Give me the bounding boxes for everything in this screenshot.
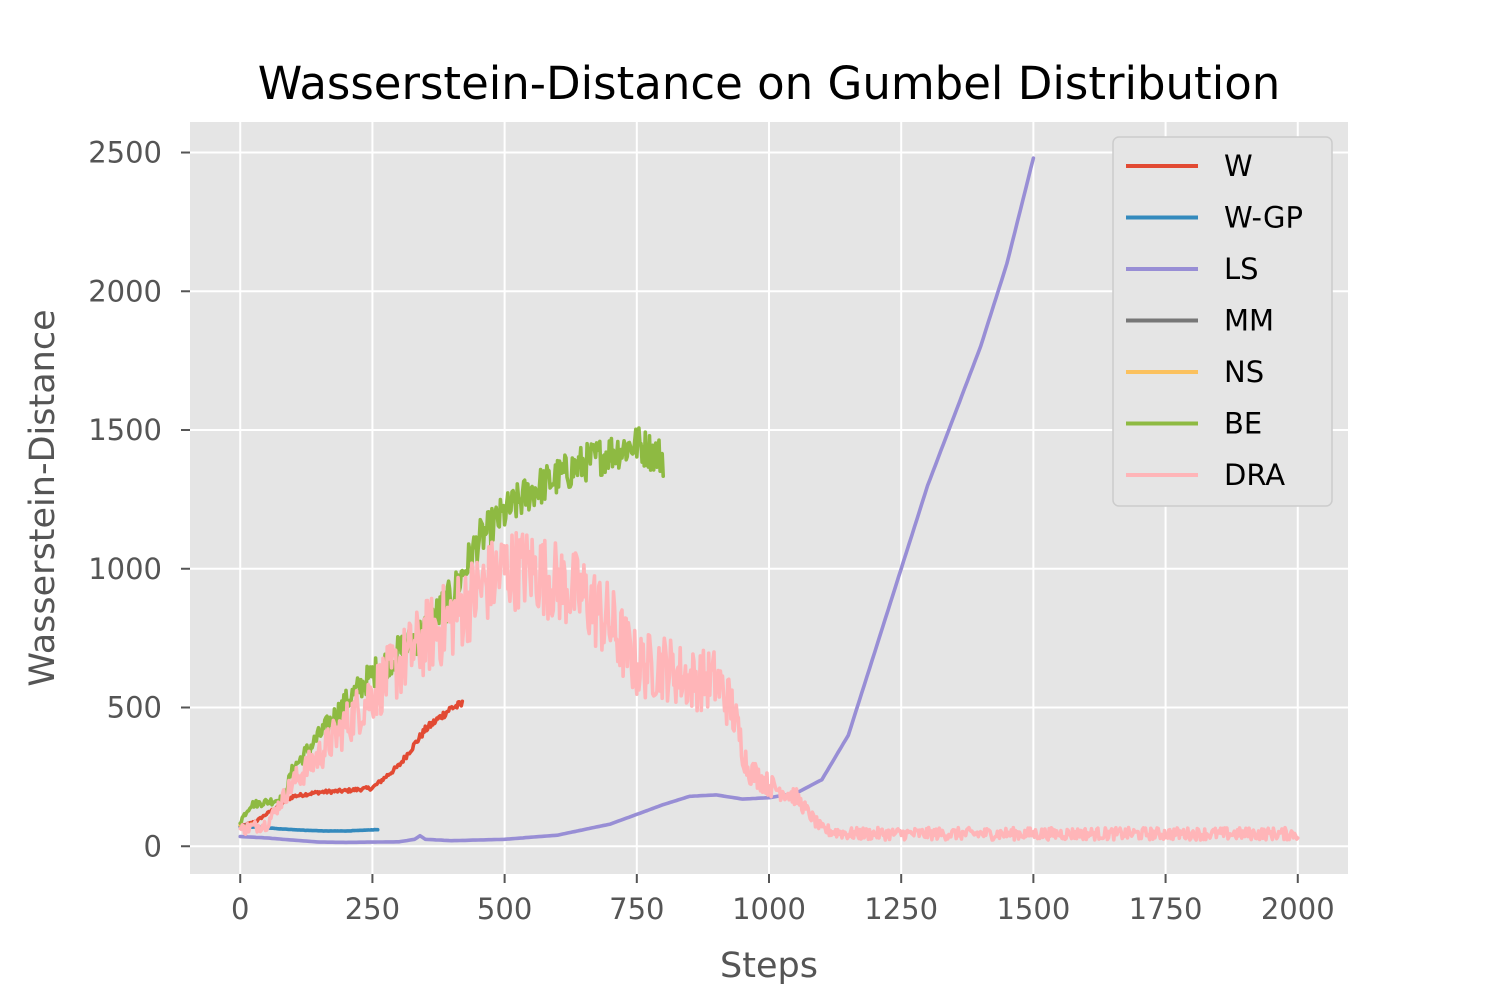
y-axis: 0 500 1000 1500 2000 2500: [88, 136, 190, 863]
legend-label-be: BE: [1224, 407, 1262, 441]
x-tick-label: 0: [231, 892, 249, 926]
y-axis-label: Wasserstein-Distance: [23, 309, 63, 686]
y-tick-label: 500: [107, 691, 162, 725]
legend-label-w: W: [1224, 149, 1253, 183]
x-tick-label: 2000: [1261, 892, 1335, 926]
x-tick-label: 1000: [732, 892, 806, 926]
series-line-dra: [238, 530, 1300, 842]
x-axis-label: Steps: [720, 946, 818, 986]
y-tick-label: 0: [144, 829, 162, 863]
legend-label-ls: LS: [1224, 252, 1259, 286]
x-tick-label: 1500: [996, 892, 1070, 926]
legend-label-mm: MM: [1224, 304, 1274, 338]
legend: W W-GP LS MM NS BE DRA: [1112, 136, 1333, 507]
y-tick-label: 1000: [88, 552, 162, 586]
chart-title: Wasserstein-Distance on Gumbel Distribut…: [258, 57, 1281, 110]
x-axis: 0 250 500 750 1000 1250 1500 1750 2000: [231, 874, 1335, 926]
y-tick-label: 1500: [88, 413, 162, 447]
series-line-ls: [238, 156, 1036, 845]
y-tick-label: 2500: [88, 136, 162, 170]
x-tick-label: 500: [477, 892, 532, 926]
legend-label-ns: NS: [1224, 355, 1264, 389]
x-tick-label: 750: [609, 892, 664, 926]
legend-label-dra: DRA: [1224, 458, 1285, 492]
series-group: [238, 156, 1300, 845]
y-tick-label: 2000: [88, 274, 162, 308]
legend-label-w-gp: W-GP: [1224, 201, 1303, 235]
x-tick-label: 1750: [1129, 892, 1203, 926]
legend-box: [1112, 136, 1333, 507]
x-tick-label: 250: [345, 892, 400, 926]
x-tick-label: 1250: [864, 892, 938, 926]
